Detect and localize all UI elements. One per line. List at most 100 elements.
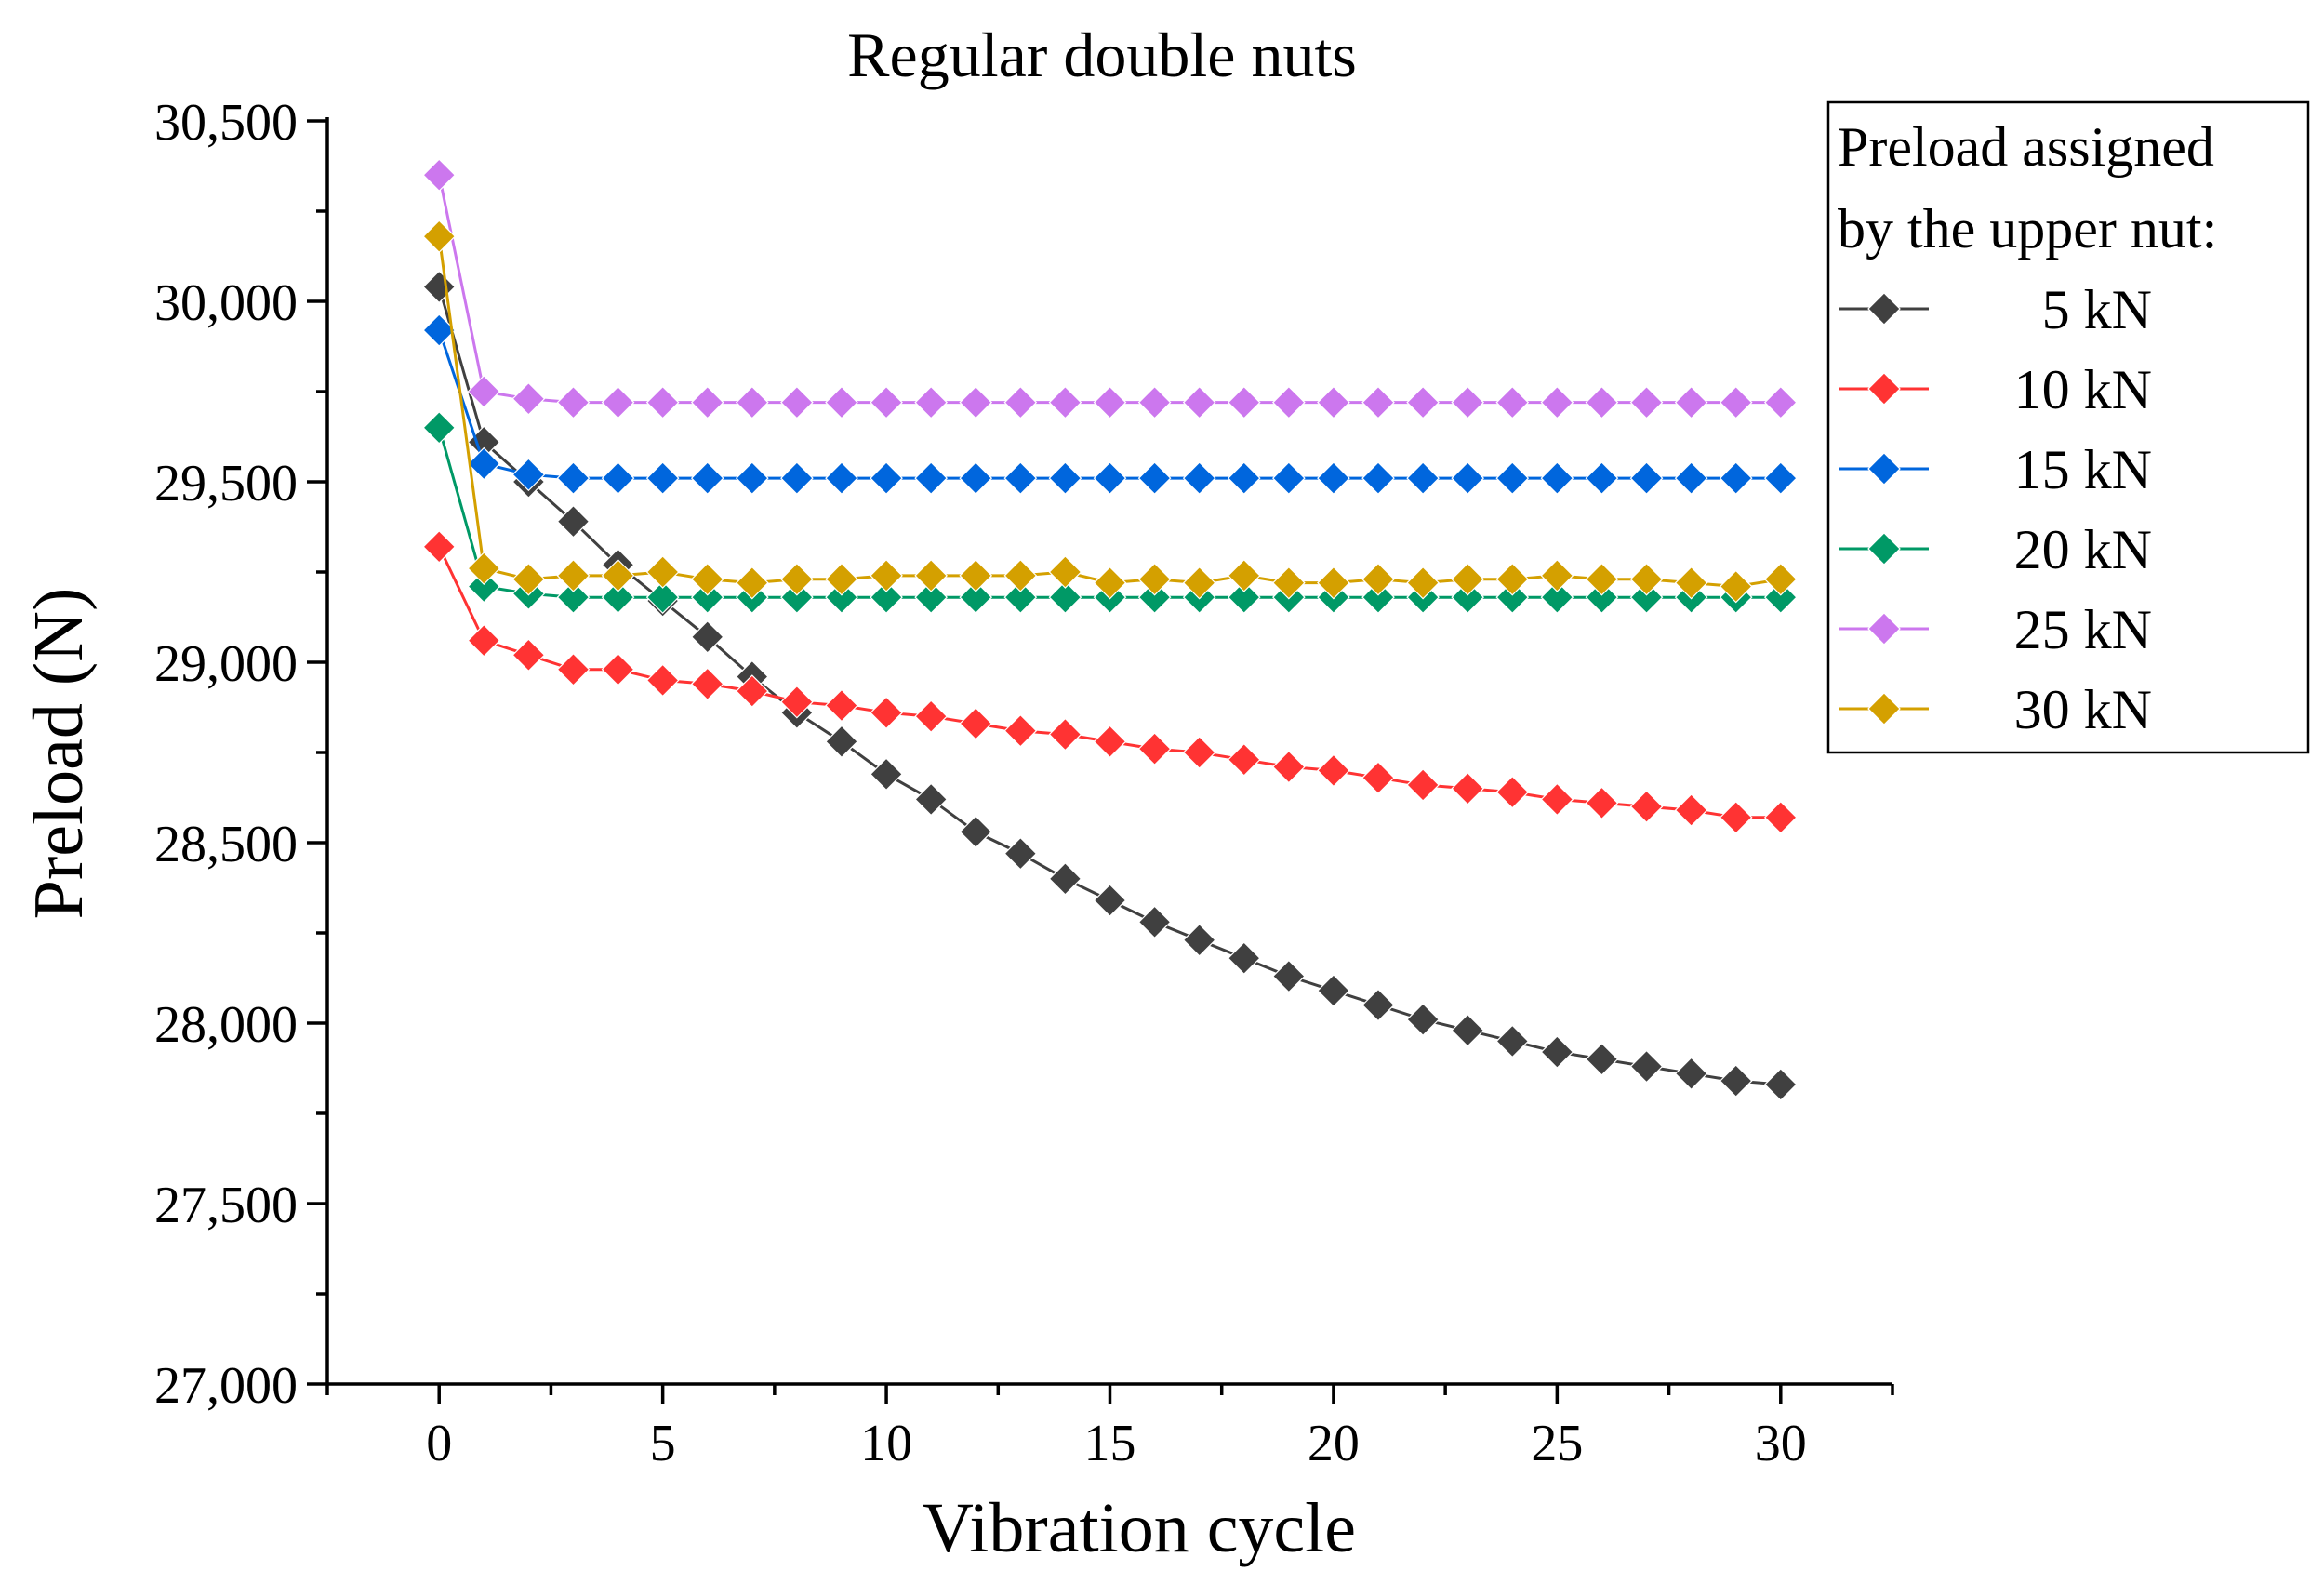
data-point: [1495, 580, 1530, 615]
x-tick-label: 15: [1084, 1415, 1136, 1472]
series-layer: [422, 158, 1798, 1101]
data-point: [959, 707, 993, 740]
data-point: [1763, 580, 1798, 615]
x-tick-label: 0: [426, 1415, 452, 1472]
data-point: [1629, 1049, 1664, 1084]
data-point: [1719, 385, 1753, 419]
data-point: [1585, 385, 1619, 419]
data-point: [1540, 782, 1574, 817]
series-10-kN: [422, 529, 1798, 834]
data-point: [1317, 566, 1350, 600]
data-point: [467, 375, 501, 408]
data-point: [1585, 461, 1619, 495]
data-point: [825, 461, 858, 495]
data-point: [1585, 562, 1619, 596]
data-point: [1227, 941, 1261, 976]
data-point: [1719, 569, 1753, 604]
data-point: [914, 559, 949, 592]
data-point: [467, 552, 501, 585]
data-point: [422, 158, 457, 193]
data-point: [1003, 580, 1038, 615]
legend-item: 15 kN: [1839, 439, 2152, 500]
data-point: [601, 580, 635, 615]
data-point: [1227, 385, 1261, 419]
data-point: [1317, 461, 1350, 495]
legend-marker: [1867, 612, 1901, 646]
data-point: [1271, 750, 1306, 784]
data-point: [1451, 1013, 1485, 1047]
data-point: [1629, 580, 1664, 615]
data-point: [601, 652, 635, 686]
data-point: [1629, 385, 1664, 419]
legend-label: 20 kN: [2014, 519, 2152, 580]
data-point: [1048, 861, 1082, 896]
data-point: [1763, 562, 1798, 596]
data-point: [1361, 562, 1395, 596]
data-point: [1674, 385, 1708, 419]
data-point: [1317, 753, 1350, 788]
data-point: [690, 461, 724, 495]
data-point: [1093, 385, 1127, 419]
x-tick-label: 25: [1531, 1415, 1583, 1472]
data-point: [1003, 559, 1038, 592]
data-point: [1137, 905, 1172, 939]
data-point: [422, 410, 457, 445]
axes: 27,000 27,500 28,000 28,500 29,000 29,500 30,0…: [154, 94, 1894, 1472]
data-point: [601, 461, 635, 495]
data-point: [959, 559, 993, 592]
x-axis-label: Vibration cycle: [923, 1489, 1356, 1567]
data-point: [690, 667, 724, 701]
data-point: [735, 674, 769, 708]
data-point: [511, 562, 546, 596]
data-point: [1271, 385, 1306, 419]
data-point: [556, 504, 591, 539]
y-tick-label: 28,000: [154, 996, 298, 1054]
data-point: [1048, 580, 1082, 615]
data-point: [1271, 461, 1306, 495]
data-point: [645, 663, 680, 698]
data-point: [1093, 884, 1127, 917]
data-point: [1361, 385, 1395, 419]
data-point: [1182, 923, 1216, 957]
data-point: [825, 688, 858, 723]
data-point: [1271, 959, 1306, 993]
data-point: [645, 461, 680, 495]
legend-item: 30 kN: [1839, 679, 2152, 740]
data-point: [1406, 461, 1440, 495]
data-point: [1003, 713, 1038, 748]
data-point: [1719, 800, 1753, 834]
data-point: [870, 580, 903, 615]
data-point: [1406, 1003, 1440, 1036]
data-point: [914, 580, 949, 615]
data-point: [1540, 580, 1574, 615]
data-point: [422, 270, 457, 304]
data-point: [825, 385, 858, 419]
data-point: [1719, 461, 1753, 495]
x-tick-label: 5: [650, 1415, 676, 1472]
data-point: [735, 566, 769, 600]
data-point: [1763, 1068, 1798, 1101]
data-point: [1048, 385, 1082, 419]
legend-marker: [1867, 692, 1901, 725]
data-point: [1137, 385, 1172, 419]
data-point: [1182, 461, 1216, 495]
data-point: [690, 619, 724, 654]
legend-label: 15 kN: [2014, 439, 2152, 500]
data-point: [735, 385, 769, 419]
legend-title: Preload assigned: [1838, 116, 2214, 178]
data-point: [1451, 461, 1485, 495]
data-point: [1048, 461, 1082, 495]
data-point: [1674, 566, 1708, 600]
data-point: [1182, 736, 1216, 769]
data-point: [825, 580, 858, 615]
legend-item: 20 kN: [1839, 519, 2152, 580]
data-point: [467, 623, 501, 658]
data-point: [1674, 793, 1708, 827]
data-point: [1227, 559, 1261, 592]
legend-marker: [1867, 372, 1901, 406]
data-point: [1629, 461, 1664, 495]
data-point: [1361, 761, 1395, 795]
data-point: [780, 562, 814, 596]
data-point: [1763, 461, 1798, 495]
